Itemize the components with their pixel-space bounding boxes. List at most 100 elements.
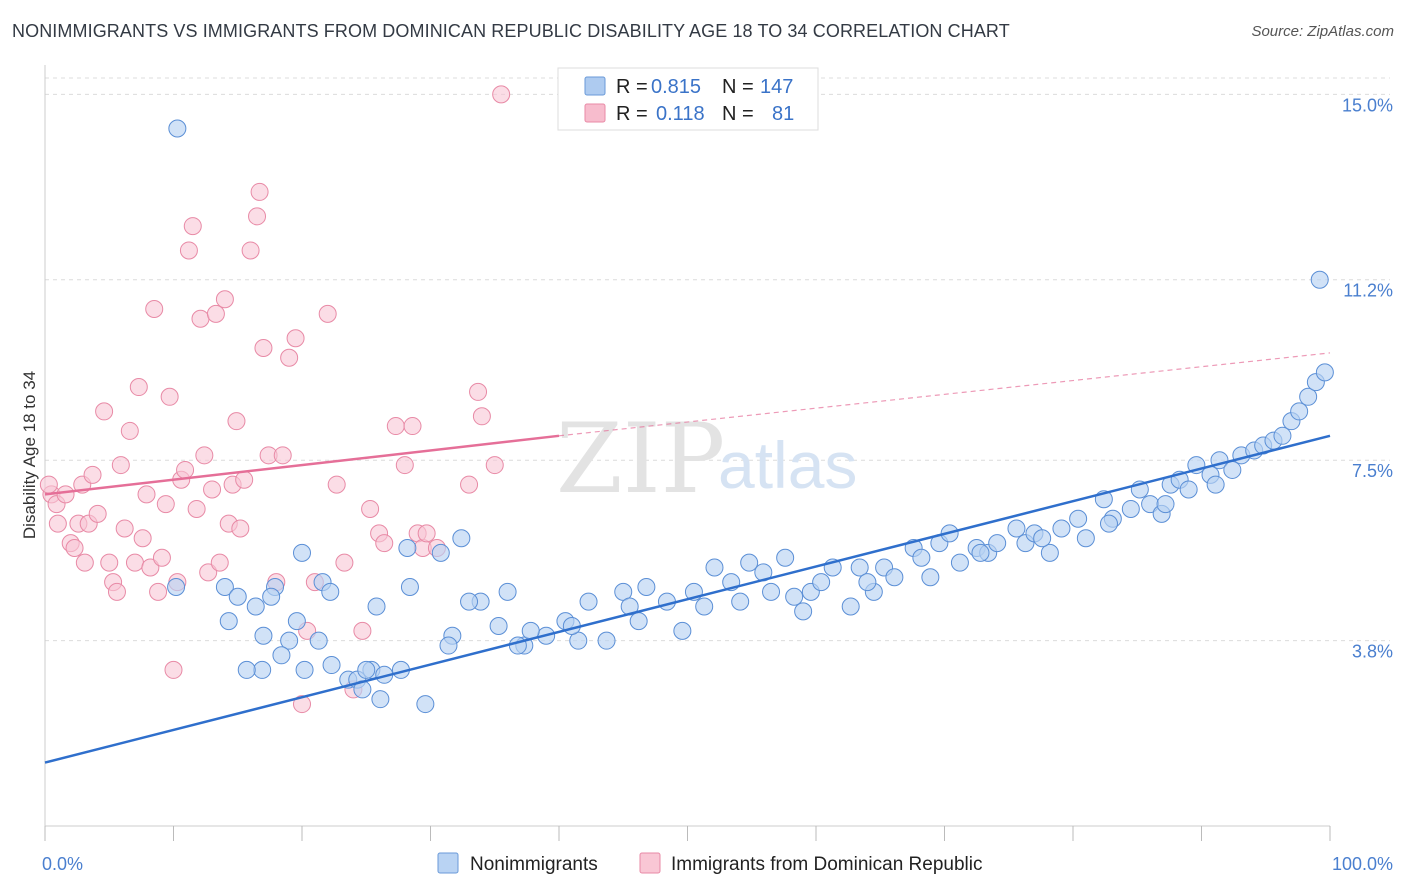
- immigrant-point-18: [120, 421, 139, 440]
- immigrant-point-16: [111, 456, 130, 475]
- nonimmigrant-point-32: [629, 612, 648, 631]
- grid-lines: [45, 77, 1390, 642]
- immigrant-point-17: [115, 519, 134, 538]
- nonimmigrant-point-90: [1310, 270, 1329, 289]
- nonimmigrant-point-9: [280, 631, 299, 650]
- nonimmigrant-point-24: [498, 582, 517, 601]
- nonimmigrant-point-69: [1121, 499, 1140, 518]
- nonimmigrant-point-29: [579, 592, 598, 611]
- immigrant-point-26: [152, 548, 171, 567]
- immigrant-point-20: [129, 378, 148, 397]
- immigrant-point-23: [141, 558, 160, 577]
- nonimmigrant-point-96: [921, 568, 940, 587]
- nonimmigrant-point-116: [254, 626, 273, 645]
- nonimmigrant-point-1: [167, 578, 186, 597]
- y-tick-label-1: 7.5%: [1352, 461, 1393, 481]
- immigrant-point-62: [335, 553, 354, 572]
- nonimmigrant-point-22: [452, 529, 471, 548]
- immigrant-point-15: [107, 582, 126, 601]
- immigrant-point-41: [210, 553, 229, 572]
- immigrant-trend-line: [44, 434, 560, 496]
- nonimmigrant-point-12: [367, 597, 386, 616]
- nonimmigrant-point-35: [673, 621, 692, 640]
- nonimmigrant-point-39: [731, 592, 750, 611]
- immigrant-point-60: [318, 304, 337, 323]
- nonimmigrant-point-115: [272, 646, 291, 665]
- immigrant-point-19: [125, 553, 144, 572]
- nonimmigrant-point-84: [1273, 426, 1292, 445]
- immigrant-point-40: [206, 304, 225, 323]
- nonimmigrant-point-2: [215, 578, 234, 597]
- immigrant-point-50: [250, 182, 269, 201]
- nonimmigrant-point-65: [1069, 509, 1088, 528]
- nonimmigrant-point-117: [237, 660, 256, 679]
- nonimmigrant-point-113: [309, 631, 328, 650]
- immigrant-point-55: [280, 348, 299, 367]
- nonimmigrant-point-37: [705, 558, 724, 577]
- nonimmigrant-point-48: [850, 558, 869, 577]
- immigrant-point-67: [375, 534, 394, 553]
- nonimmigrant-point-66: [1076, 529, 1095, 548]
- immigrant-point-45: [227, 412, 246, 431]
- x-tick-label-1: 100.0%: [1332, 854, 1393, 874]
- immigrant-point-42: [215, 290, 234, 309]
- nonimmigrant-point-36: [695, 597, 714, 616]
- nonimmigrant-point-99: [740, 553, 759, 572]
- nonimmigrant-point-108: [416, 695, 435, 714]
- y-tick-label-2: 11.2%: [1343, 281, 1393, 301]
- nonimmigrant-point-119: [219, 612, 238, 631]
- nonimmigrant-point-107: [439, 636, 458, 655]
- immigrant-point-80: [39, 475, 58, 494]
- legend-swatch-pink: [584, 103, 606, 123]
- immigrant-point-77: [472, 407, 491, 426]
- y-tick-label-0: 3.8%: [1352, 642, 1393, 662]
- immigrant-point-78: [485, 456, 504, 475]
- bottom-legend-label-1: Nonimmigrants: [470, 854, 598, 875]
- immigrant-point-48: [241, 241, 260, 260]
- nonimmigrant-point-53: [912, 548, 931, 567]
- immigrants-points: [39, 85, 511, 714]
- nonimmigrant-trend-line: [44, 434, 1331, 764]
- immigrant-point-38: [199, 563, 218, 582]
- immigrant-point-29: [164, 660, 183, 679]
- immigrant-point-76: [469, 382, 488, 401]
- nonimmigrant-point-30: [597, 631, 616, 650]
- immigrant-point-57: [293, 695, 311, 714]
- y-tick-labels: 3.8% 7.5% 11.2% 15.0%: [1342, 95, 1393, 661]
- nonimmigrant-point-94: [1033, 529, 1052, 548]
- watermark-atlas: atlas: [718, 428, 857, 502]
- immigrant-point-28: [160, 387, 179, 406]
- immigrant-point-70: [403, 417, 422, 436]
- immigrant-point-10: [83, 465, 102, 484]
- legend-r-value-2: 0.118: [656, 103, 705, 125]
- bottom-legend: Nonimmigrants Immigrants from Dominican …: [437, 852, 983, 875]
- x-tick-labels: 0.0% 100.0%: [42, 854, 1393, 874]
- bottom-legend-swatch-blue: [437, 852, 459, 874]
- nonimmigrant-point-92: [1156, 495, 1175, 514]
- y-tick-label-3: 15.0%: [1342, 95, 1393, 115]
- immigrant-point-68: [386, 417, 405, 436]
- nonimmigrant-point-79: [1223, 460, 1242, 479]
- immigrant-point-39: [203, 480, 222, 499]
- nonimmigrant-point-63: [1040, 543, 1059, 562]
- watermark-zip: ZIP: [556, 403, 725, 515]
- nonimmigrant-point-41: [762, 582, 781, 601]
- legend-n-value-2: 81: [772, 103, 794, 125]
- nonimmigrant-point-89: [1315, 363, 1334, 382]
- immigrant-point-56: [286, 329, 305, 348]
- immigrant-point-24: [145, 299, 164, 318]
- nonimmigrant-point-93: [1099, 514, 1118, 533]
- immigrant-point-5: [65, 538, 84, 557]
- immigrant-point-13: [100, 553, 119, 572]
- nonimmigrant-point-106: [460, 592, 479, 611]
- immigrant-point-73: [417, 524, 436, 543]
- trend-lines: [44, 352, 1331, 764]
- immigrant-point-61: [327, 475, 346, 494]
- nonimmigrant-point-14: [398, 538, 417, 557]
- legend-r-label-2: R =: [616, 103, 648, 125]
- legend-r-label-1: R =: [616, 76, 648, 98]
- legend-n-label-2: N =: [722, 103, 754, 125]
- legend-r-value-1: 0.815: [651, 76, 701, 98]
- immigrant-point-79: [492, 85, 511, 104]
- immigrant-point-12: [95, 402, 114, 421]
